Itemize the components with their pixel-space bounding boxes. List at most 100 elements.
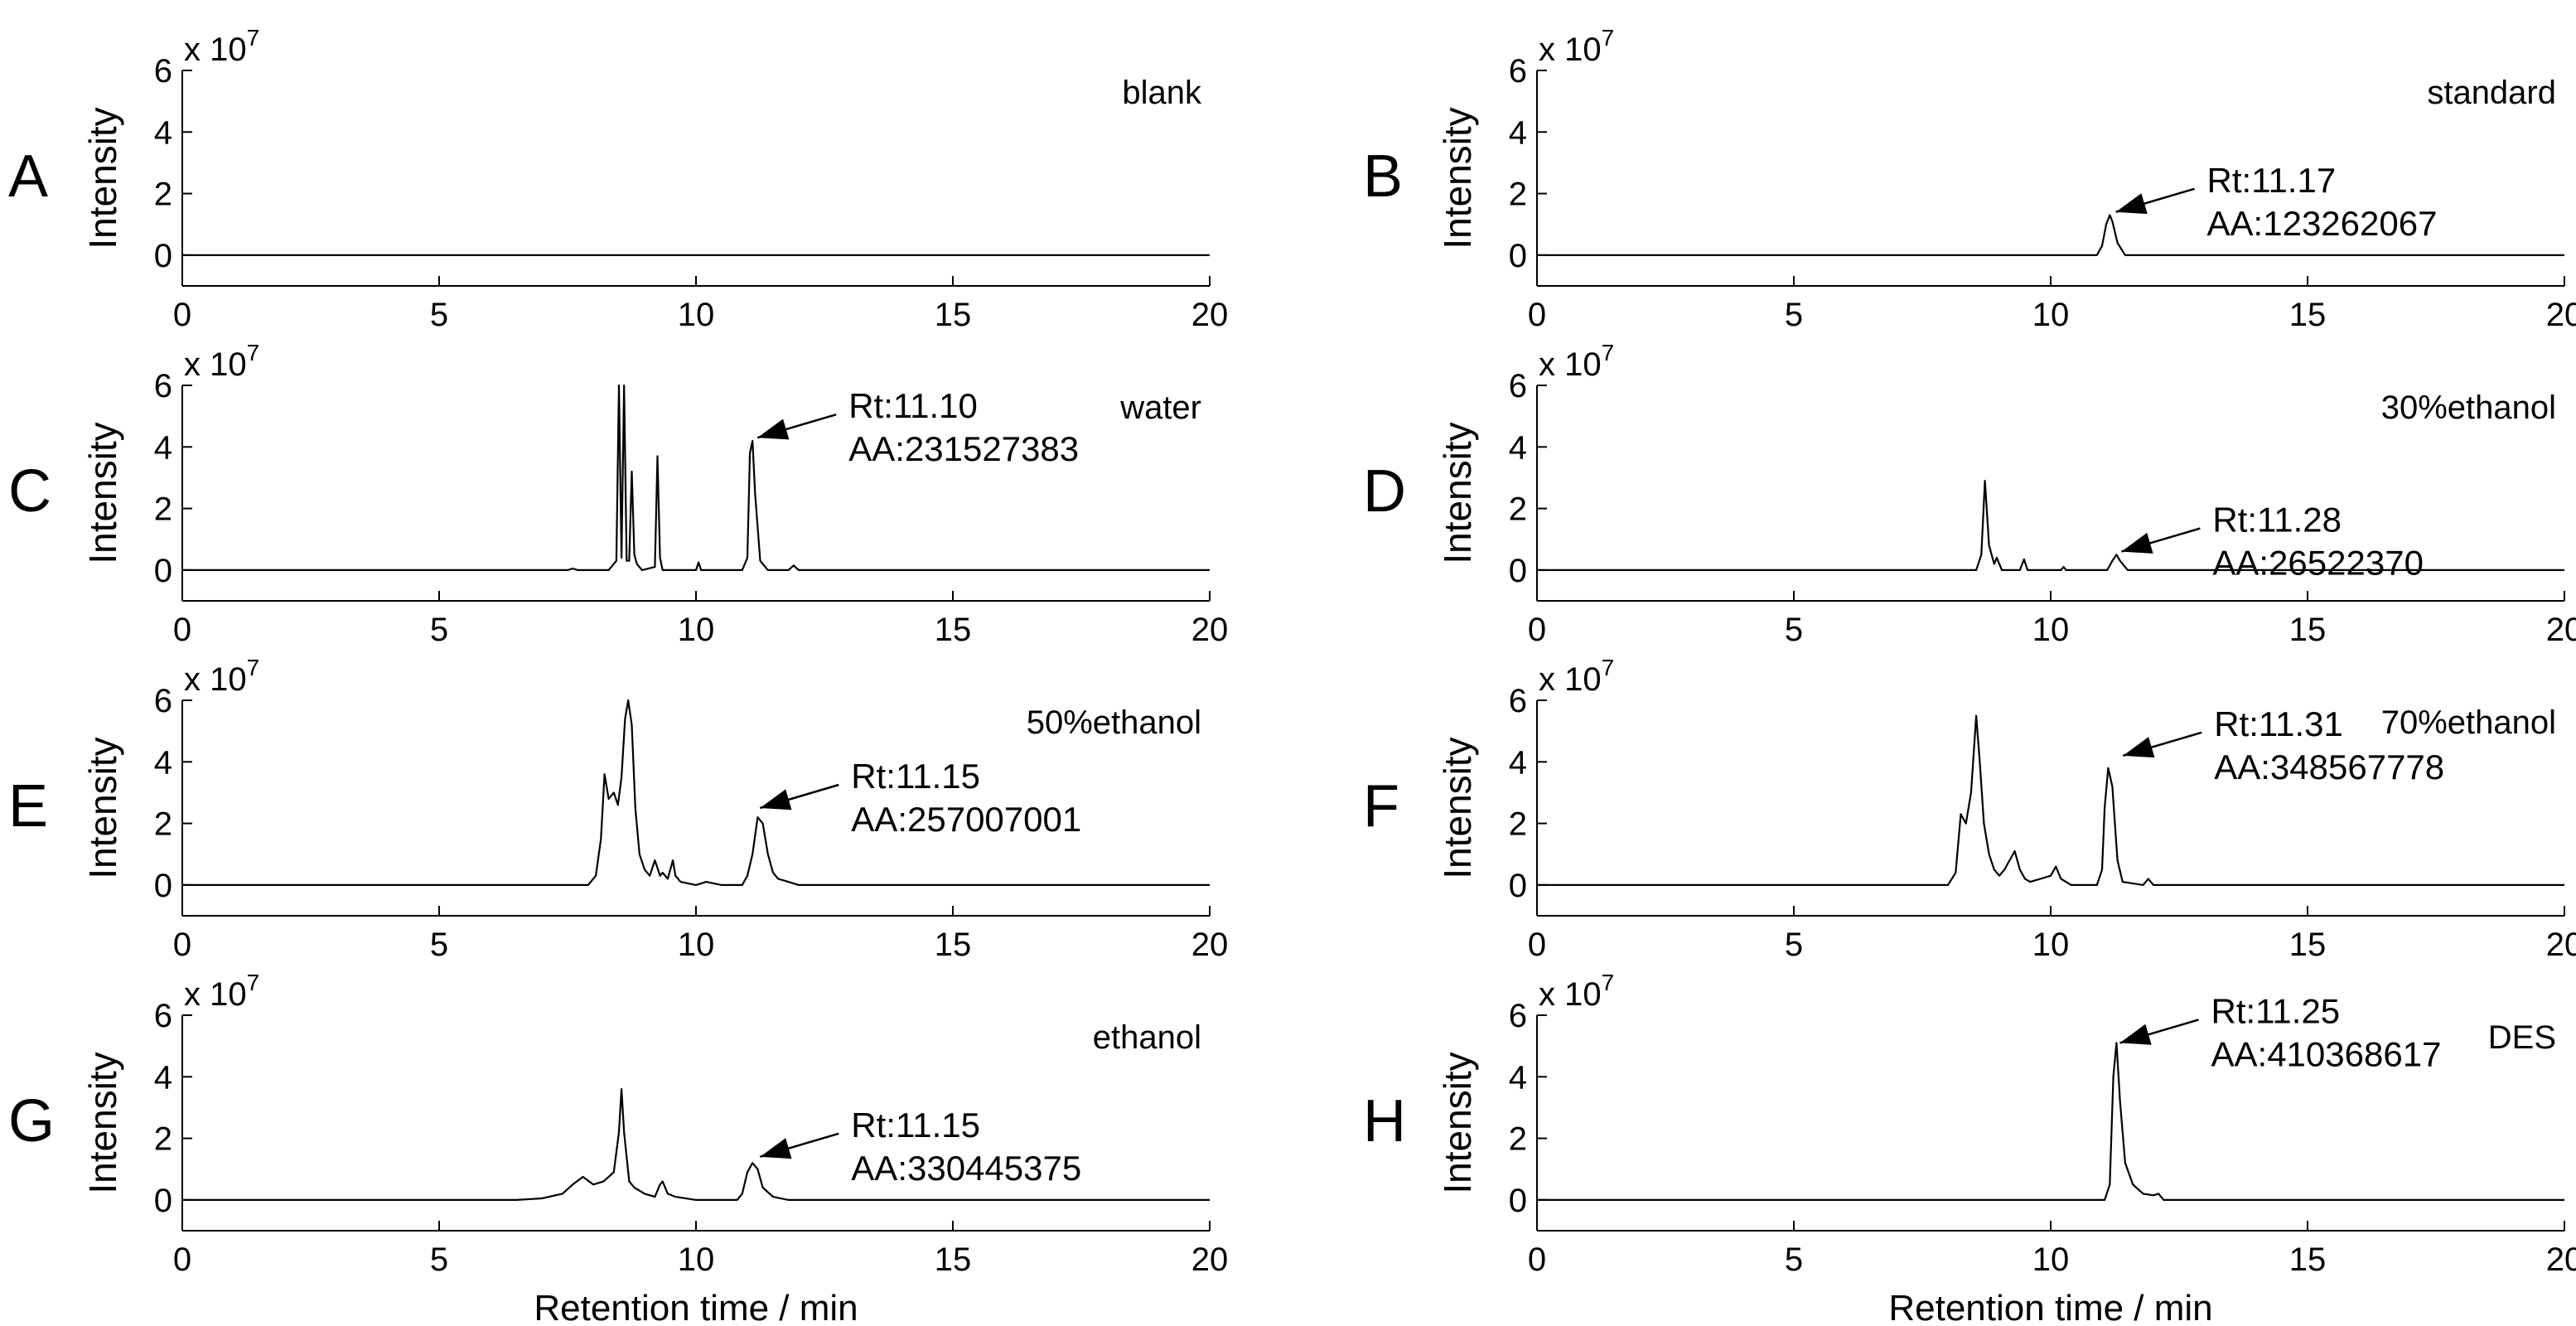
panel-g-y-tick-label: 6	[154, 998, 172, 1034]
panel-h-x-tick-label: 10	[2032, 1241, 2070, 1278]
panel-c-y-tick-label: 2	[154, 491, 172, 528]
panel-g-y-multiplier: x 107	[184, 970, 259, 1013]
panel-c-y-axis-label: Intensity	[81, 422, 124, 564]
panel-h-rt-label: Rt:11.25	[2211, 991, 2341, 1030]
panel-g-rt-label: Rt:11.15	[851, 1106, 980, 1145]
panel-c-aa-label: AA:231527383	[848, 429, 1079, 468]
panel-c-letter: C	[8, 458, 51, 525]
panel-f-y-tick-label: 2	[1509, 806, 1527, 843]
panel-f-arrow-head	[2123, 737, 2155, 758]
panel-b-y-tick-label: 6	[1509, 53, 1527, 90]
panel-f-y-tick-label: 4	[1509, 744, 1527, 781]
panel-c-x-tick-label: 0	[173, 612, 191, 648]
panel-b-x-tick-label: 5	[1785, 297, 1803, 333]
panel-a-y-axis-label: Intensity	[81, 107, 124, 249]
panel-g-x-tick-label: 5	[430, 1241, 448, 1278]
panel-a-condition-label: blank	[1122, 75, 1202, 111]
panel-h-y-exponent: 7	[1602, 970, 1615, 995]
panel-h-condition-label: DES	[2488, 1019, 2556, 1056]
panel-f-x-tick-label: 15	[2289, 927, 2327, 963]
panel-g-x-tick-label: 10	[678, 1241, 715, 1278]
panel-f-y-tick-label: 6	[1509, 683, 1527, 719]
panel-d-x-tick-label: 20	[2546, 612, 2576, 648]
panel-b-aa-label: AA:123262067	[2207, 204, 2438, 243]
panel-h-letter: H	[1363, 1088, 1406, 1154]
panel-g-letter: G	[8, 1088, 55, 1154]
panel-g-y-tick-label: 0	[154, 1183, 172, 1219]
panel-c-x-tick-label: 5	[430, 612, 448, 648]
panel-h-x-tick-label: 0	[1528, 1241, 1546, 1278]
panel-b-y-tick-label: 2	[1509, 177, 1527, 213]
panel-d-x-tick-label: 0	[1528, 612, 1546, 648]
panel-e-y-exponent: 7	[247, 655, 260, 680]
panel-d-rt-label: Rt:11.28	[2212, 501, 2342, 540]
panel-e-y-multiplier: x 107	[184, 655, 259, 698]
panel-g-condition-label: ethanol	[1093, 1019, 1201, 1056]
panel-e-x-tick-label: 20	[1191, 927, 1229, 963]
panel-d-y-multiplier: x 107	[1539, 340, 1614, 383]
panel-f-trace	[1537, 714, 2564, 886]
panel-d-x-tick-label: 15	[2289, 612, 2327, 648]
panel-h-y-tick-label: 6	[1509, 998, 1527, 1034]
panel-e-x-tick-label: 15	[935, 927, 972, 963]
panel-h-y-tick-label: 0	[1509, 1183, 1527, 1219]
panel-d-y-tick-label: 6	[1509, 368, 1527, 404]
panel-a-y-exponent: 7	[247, 25, 260, 51]
panel-b-y-multiplier: x 107	[1539, 25, 1614, 68]
panel-d-y-tick-label: 2	[1509, 491, 1527, 528]
panel-c-y-tick-label: 0	[154, 553, 172, 589]
panel-a-y-tick-label: 6	[154, 53, 172, 90]
panel-g-arrow-head	[760, 1138, 792, 1159]
panel-f-x-tick-label: 20	[2546, 927, 2576, 963]
panel-h-x-tick-label: 20	[2546, 1241, 2576, 1278]
panel-e-y-tick-label: 4	[154, 744, 172, 781]
panel-a-x-tick-label: 20	[1191, 297, 1229, 333]
panel-f-y-exponent: 7	[1602, 655, 1615, 680]
panel-h-arrow-head	[2119, 1024, 2152, 1045]
panel-b-y-tick-label: 4	[1509, 114, 1527, 151]
panel-e-condition-label: 50%ethanol	[1027, 704, 1201, 741]
panel-d-y-axis-label: Intensity	[1436, 422, 1479, 564]
panel-h-x-tick-label: 15	[2289, 1241, 2327, 1278]
panel-e-arrow-head	[760, 789, 792, 811]
panel-h-y-tick-label: 4	[1509, 1059, 1527, 1096]
panel-b-x-tick-label: 10	[2032, 297, 2070, 333]
panel-h-y-multiplier: x 107	[1539, 970, 1614, 1013]
panel-e-x-tick-label: 5	[430, 927, 448, 963]
panel-g-x-tick-label: 0	[173, 1241, 191, 1278]
panel-e-y-tick-label: 0	[154, 868, 172, 904]
panel-d-trace	[1537, 480, 2564, 571]
panel-c-condition-label: water	[1119, 390, 1201, 426]
panel-c-y-tick-label: 6	[154, 368, 172, 404]
panel-a-y-multiplier: x 107	[184, 25, 259, 68]
panel-c-x-tick-label: 15	[935, 612, 972, 648]
panel-e-x-tick-label: 0	[173, 927, 191, 963]
panel-b-y-tick-label: 0	[1509, 238, 1527, 274]
panel-b-x-tick-label: 0	[1528, 297, 1546, 333]
panel-b-x-tick-label: 20	[2546, 297, 2576, 333]
panel-g-y-tick-label: 4	[154, 1059, 172, 1096]
panel-f-x-tick-label: 0	[1528, 927, 1546, 963]
panel-a-y-tick-label: 0	[154, 238, 172, 274]
panel-f-letter: F	[1363, 773, 1399, 840]
panel-c-arrow-head	[757, 419, 790, 440]
panel-d-aa-label: AA:26522370	[2212, 544, 2424, 583]
panel-e-y-tick-label: 2	[154, 806, 172, 843]
panel-a-x-tick-label: 15	[935, 297, 972, 333]
panel-g-y-exponent: 7	[247, 970, 260, 995]
panel-g-aa-label: AA:330445375	[851, 1149, 1081, 1188]
panel-d-x-tick-label: 10	[2032, 612, 2070, 648]
panel-d-condition-label: 30%ethanol	[2381, 390, 2556, 426]
panel-a-y-tick-label: 4	[154, 114, 172, 151]
panel-e-letter: E	[8, 773, 48, 840]
panel-b-y-exponent: 7	[1602, 25, 1615, 51]
panel-f-x-tick-label: 5	[1785, 927, 1803, 963]
panel-f-y-multiplier: x 107	[1539, 655, 1614, 698]
panel-g-y-tick-label: 2	[154, 1121, 172, 1158]
panel-b-x-tick-label: 15	[2289, 297, 2327, 333]
panel-c-y-tick-label: 4	[154, 429, 172, 466]
panel-c-trace	[182, 384, 1210, 571]
panel-h-trace	[1537, 1042, 2564, 1201]
panel-h-x-tick-label: 5	[1785, 1241, 1803, 1278]
